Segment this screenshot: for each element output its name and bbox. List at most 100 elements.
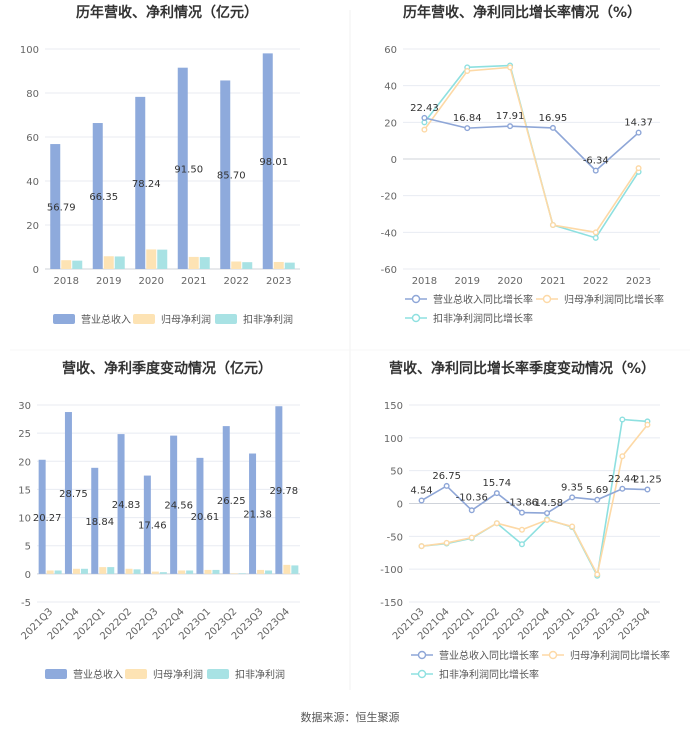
y-tick-label: -20: [381, 192, 397, 203]
y-tick-label: 60: [384, 45, 397, 56]
bar-deducted-profit: [54, 570, 62, 574]
data-point: [549, 124, 556, 131]
bar-parent-profit: [283, 564, 291, 574]
bar-parent-profit: [231, 261, 242, 269]
legend-label: 归母净利润同比增长率: [564, 293, 664, 306]
bar-parent-profit: [230, 573, 238, 574]
y-tick-label: 0: [397, 500, 403, 511]
data-point: [507, 64, 514, 71]
y-tick-label: 100: [384, 434, 403, 445]
legend-label: 扣非净利润同比增长率: [433, 312, 533, 325]
y-tick-label: 20: [384, 118, 397, 129]
bar-value-label: 17.46: [138, 521, 167, 532]
data-point: [619, 485, 626, 492]
legend-marker: [411, 313, 421, 323]
y-tick-label: 40: [26, 177, 39, 188]
data-point: [594, 571, 601, 578]
data-point: [549, 221, 556, 228]
bar-parent-profit: [146, 249, 157, 269]
legend-marker: [411, 294, 421, 304]
data-point: [468, 534, 475, 541]
data-point: [544, 510, 551, 517]
data-point: [544, 516, 551, 523]
bar-revenue: [262, 53, 273, 270]
bar-revenue: [275, 406, 283, 574]
chart-3: 营收、净利季度变动情况（亿元）-50510152025302021Q32021Q…: [18, 360, 300, 681]
y-tick-label: 30: [18, 401, 31, 412]
y-tick-label: -150: [380, 598, 403, 609]
y-tick-label: 25: [18, 429, 31, 440]
bar-value-label: 21.38: [243, 510, 272, 521]
bar-value-label: 66.35: [89, 192, 118, 203]
bar-revenue: [117, 434, 125, 574]
y-tick-label: 50: [390, 467, 403, 478]
bar-value-label: 91.50: [174, 164, 203, 175]
x-tick-label: 2022: [224, 276, 249, 287]
line-value-label: 9.35: [561, 482, 583, 493]
line-value-label: 26.75: [432, 471, 461, 482]
series-line-deducted-profit: [423, 64, 640, 239]
line-value-label: 16.95: [539, 113, 568, 124]
bar-parent-profit: [72, 568, 80, 574]
data-point: [493, 520, 500, 527]
data-point: [635, 129, 642, 136]
x-tick-label: 2020: [139, 276, 164, 287]
legend-swatch: [45, 669, 67, 679]
y-tick-label: 40: [384, 82, 397, 93]
data-point: [594, 496, 601, 503]
data-point: [619, 453, 626, 460]
x-tick-label: 2023: [266, 276, 291, 287]
legend-swatch: [207, 669, 229, 679]
data-point: [569, 494, 576, 501]
bar-value-label: 20.27: [33, 513, 62, 524]
line-value-label: 17.91: [496, 111, 525, 122]
bar-deducted-profit: [72, 260, 83, 269]
legend-label: 归母净利润: [153, 668, 203, 681]
chart-1: 历年营收、净利情况（亿元） 0 20 40 60 80 100 2018 2019 2020 202…: [20, 4, 300, 326]
data-point: [421, 114, 428, 121]
x-tick-label: 2018: [54, 276, 79, 287]
data-point: [518, 541, 525, 548]
data-point: [569, 523, 576, 530]
legend-label: 扣非净利润: [243, 313, 293, 326]
bar-revenue: [196, 457, 204, 574]
bar-parent-profit: [61, 260, 72, 269]
bar-revenue: [50, 144, 61, 269]
bar-value-label: 24.56: [164, 501, 193, 512]
data-point: [644, 486, 651, 493]
bar-parent-profit: [151, 571, 159, 574]
chart-title: 历年营收、净利情况（亿元）: [76, 4, 258, 21]
data-point: [644, 421, 651, 428]
legend-label: 归母净利润: [161, 313, 211, 326]
x-tick-label: 2020: [497, 276, 522, 287]
bar-revenue: [249, 453, 257, 574]
x-tick-label: 2021: [540, 276, 565, 287]
y-tick-label: -5: [21, 598, 31, 609]
legend-label: 营业总收入同比增长率: [439, 649, 539, 662]
line-value-label: -6.34: [583, 156, 609, 167]
x-tick-label: 2021: [181, 276, 206, 287]
bar-value-label: 20.61: [191, 512, 220, 523]
bar-revenue: [220, 80, 231, 270]
y-tick-label: 0: [33, 265, 39, 276]
y-tick-label: 80: [26, 89, 39, 100]
data-point: [418, 543, 425, 550]
data-point: [493, 490, 500, 497]
legend-marker: [542, 294, 552, 304]
line-value-label: 14.37: [624, 118, 653, 129]
bar-value-label: 78.24: [132, 179, 161, 190]
bar-parent-profit: [257, 569, 265, 574]
series-line-parent-profit: [423, 66, 640, 234]
bar-deducted-profit: [291, 565, 299, 574]
bar-revenue: [64, 412, 72, 574]
y-tick-label: -40: [381, 228, 397, 239]
bar-revenue: [92, 123, 103, 269]
x-tick-label: 2018: [412, 276, 437, 287]
legend-swatch: [53, 314, 75, 324]
bar-value-label: 28.75: [59, 489, 88, 500]
data-point: [592, 167, 599, 174]
data-point: [592, 234, 599, 241]
y-tick-label: 60: [26, 133, 39, 144]
legend-label: 营业总收入: [81, 313, 131, 326]
legend-label: 营业总收入: [73, 668, 123, 681]
